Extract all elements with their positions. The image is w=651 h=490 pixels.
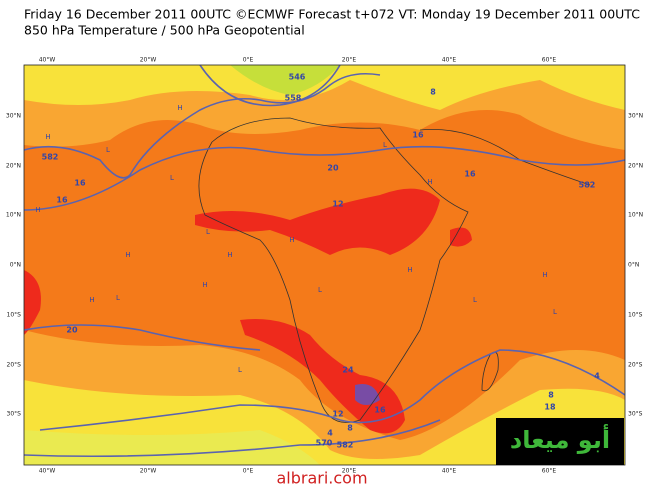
lon-label: 60°E (542, 57, 557, 64)
contour-label: 582 (42, 153, 59, 162)
pressure-center: H (35, 206, 40, 214)
pressure-center: L (553, 308, 557, 316)
lat-label: 0°N (628, 262, 639, 269)
lat-label: 10°N (628, 212, 643, 219)
contour-label: 582 (579, 181, 596, 190)
contour-label: 16 (412, 131, 424, 140)
lat-label: 10°S (7, 312, 22, 319)
pressure-center: H (125, 251, 130, 259)
contour-label: 8 (548, 391, 554, 400)
lon-label: 40°E (442, 57, 457, 64)
map-frame (23, 64, 626, 466)
lat-label: 20°N (628, 163, 643, 170)
watermark-arabic: أبو ميعاد (510, 424, 610, 454)
lat-label: 10°S (628, 312, 643, 319)
contour-label: 16 (56, 196, 68, 205)
lon-label: 0°E (243, 468, 254, 475)
pressure-center: L (206, 228, 210, 236)
lon-label: 20°E (342, 57, 357, 64)
contour-label: 12 (332, 200, 343, 209)
contour-label: 558 (285, 94, 302, 103)
pressure-center: H (407, 266, 412, 274)
lat-label: 30°S (7, 411, 22, 418)
pressure-center: L (170, 174, 174, 182)
lat-label: 30°N (628, 113, 643, 120)
pressure-center: L (238, 366, 242, 374)
lon-label: 0°E (243, 57, 254, 64)
contour-label: 20 (66, 326, 78, 335)
contour-label: 546 (289, 73, 306, 82)
lat-label: 20°S (7, 362, 22, 369)
map-field (24, 65, 625, 465)
contour-label: 4 (594, 372, 600, 381)
lat-label: 30°S (628, 411, 643, 418)
pressure-center: H (45, 133, 50, 141)
contour-label: 4 (327, 429, 333, 438)
lon-label: 60°E (542, 468, 557, 475)
pressure-center: L (318, 286, 322, 294)
lon-label: 40°W (39, 468, 56, 475)
watermark-site: albrari.com (276, 469, 367, 487)
pressure-center: H (89, 296, 94, 304)
pressure-center: H (427, 178, 432, 186)
title: Friday 16 December 2011 00UTC ©ECMWF For… (24, 7, 640, 22)
pressure-center: L (116, 294, 120, 302)
contour-label: 20 (327, 164, 339, 173)
lon-label: 20°W (140, 57, 157, 64)
subtitle: 850 hPa Temperature / 500 hPa Geopotenti… (24, 23, 305, 38)
lat-label: 30°N (6, 113, 21, 120)
contour-label: 8 (347, 424, 353, 433)
lon-label: 20°W (140, 468, 157, 475)
pressure-center: L (383, 141, 387, 149)
lat-label: 20°N (6, 163, 21, 170)
lon-label: 40°W (39, 57, 56, 64)
pressure-center: H (289, 236, 294, 244)
lat-label: 0°N (10, 262, 21, 269)
pressure-center: L (473, 296, 477, 304)
contour-label: 16 (464, 170, 476, 179)
pressure-center: H (177, 104, 182, 112)
contour-label: 24 (342, 366, 354, 375)
pressure-center: H (542, 271, 547, 279)
contour-label: 582 (337, 441, 354, 450)
lon-label: 20°E (342, 468, 357, 475)
lat-label: 20°S (628, 362, 643, 369)
lon-label: 40°E (442, 468, 457, 475)
pressure-center: H (202, 281, 207, 289)
contour-label: 8 (430, 88, 436, 97)
contour-label: 16 (374, 406, 386, 415)
pressure-center: H (227, 251, 232, 259)
lat-label: 10°N (6, 212, 21, 219)
contour-label: 12 (332, 410, 343, 419)
contour-label: 18 (544, 403, 556, 412)
contour-label: 570 (316, 439, 333, 448)
pressure-center: L (106, 146, 110, 154)
contour-label: 16 (74, 179, 86, 188)
watermark-box (496, 418, 624, 465)
